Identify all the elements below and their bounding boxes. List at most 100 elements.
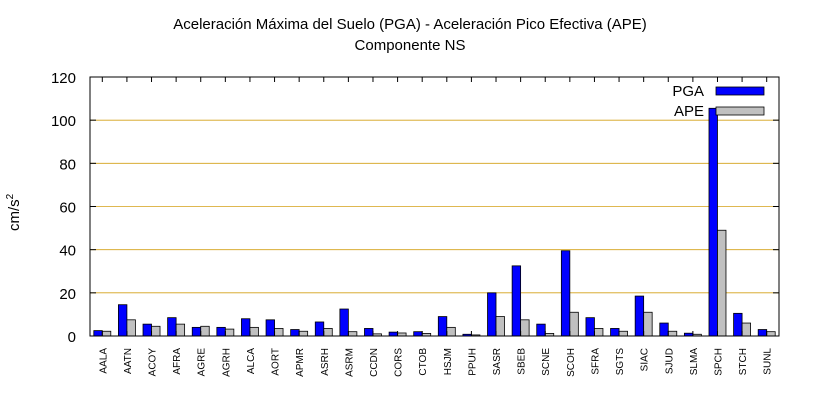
y-tick-label: 80 [59,156,76,173]
y-tick-label: 40 [59,243,76,260]
y-axis-label: cm/s2 [5,193,23,231]
bar-pga-asrh [314,321,325,337]
x-tick-label: SBEB [517,348,528,375]
bar-ape-aala [101,330,112,337]
bar-ape-sfra [594,328,604,337]
bar-ape-ccdn [372,333,382,337]
bar-pga-sgts [610,328,620,337]
x-tick-label: ASRH [320,348,331,376]
bar-pga-acoy [142,323,152,337]
bar-pga-ppuh [462,333,472,337]
bar-ape-alca [249,326,259,337]
x-tick-label: SFRA [590,348,601,375]
x-tick-label: SCNE [541,348,552,376]
x-tick-label: SLMA [689,348,700,376]
bar-pga-siac [634,295,645,337]
svg-text:cm/s2: cm/s2 [5,193,23,231]
x-tick-label: SCOH [566,348,577,377]
bar-pga-spch [708,107,718,337]
bar-ape-asrm [347,331,358,337]
x-tick-label: CCDN [369,348,380,377]
x-tick-label: AGRE [197,348,208,377]
bar-ape-aatn [126,319,136,337]
bar-ape-siac [643,311,653,337]
bar-pga-aatn [118,304,128,337]
x-tick-label: SJUD [664,348,675,374]
x-tick-label: APMR [295,348,306,377]
bar-pga-cors [388,331,398,337]
bar-ape-agrh [224,328,235,337]
plot-frame [89,76,780,337]
bar-ape-asrh [323,328,333,337]
bar-ape-stch [741,322,751,337]
bar-ape-scne [544,333,555,337]
bar-pga-afra [167,317,177,337]
bar-pga-ccdn [364,328,374,337]
bar-ape-ppuh [471,334,481,337]
bar-pga-scoh [560,250,571,337]
x-tick-label: CTOB [418,348,429,376]
x-tick-label: AALA [98,348,109,374]
legend-label-ape: APE [674,103,704,120]
x-tick-label: CORS [394,348,405,377]
bar-ape-apmr [298,330,309,337]
bar-ape-hsjm [446,326,456,337]
x-tick-label: ASRM [344,348,355,377]
bar-pga-hsjm [437,316,448,337]
bar-pga-agrh [216,326,226,337]
bar-ape-ctob [421,333,432,337]
chart-title: Aceleración Máxima del Suelo (PGA) - Ace… [173,16,647,33]
x-tick-label: AATN [123,348,134,374]
bar-ape-aort [274,328,284,337]
x-tick-label: ALCA [246,348,257,374]
bar-pga-sjud [659,322,669,337]
x-tick-label: AORT [271,348,282,376]
y-tick-label: 100 [51,113,76,130]
bar-ape-acoy [151,325,161,337]
bar-ape-afra [175,323,186,337]
x-tick-label: SUNL [763,348,774,375]
bar-pga-agre [191,326,202,337]
x-tick-label: AGRH [221,348,232,377]
bar-ape-sunl [766,331,776,337]
x-tick-label: HSJM [443,348,454,375]
x-tick-label: SGTS [615,348,626,376]
bar-pga-sbeb [511,265,522,337]
bar-pga-sunl [757,329,768,337]
bar-pga-asrm [339,308,349,337]
bar-ape-sasr [495,316,505,337]
bar-pga-ctob [413,331,423,337]
bar-pga-apmr [290,329,300,337]
legend-swatch-ape [715,106,765,116]
x-tick-label: SASR [492,348,503,375]
bar-pga-slma [683,332,694,337]
x-tick-label: SPCH [713,348,724,376]
y-tick-label: 0 [68,329,76,346]
x-tick-label: PPUH [467,348,478,376]
y-tick-label: 60 [59,200,76,217]
bar-pga-sfra [585,317,595,337]
chart-subtitle: Componente NS [354,37,466,54]
bar-ape-sjud [667,330,678,337]
bar-ape-sbeb [520,319,530,337]
bar-pga-alca [241,318,251,337]
x-tick-label: STCH [738,348,749,375]
bar-ape-spch [717,229,727,337]
bar-ape-agre [200,325,210,337]
legend-label-pga: PGA [672,83,704,100]
bar-pga-sasr [487,292,497,337]
bar-ape-cors [397,332,407,337]
x-tick-label: AFRA [172,348,183,375]
y-tick-label: 20 [59,286,76,303]
bar-pga-stch [733,312,743,337]
y-axis-label-superscript: 2 [5,193,16,199]
bar-pga-scne [536,323,546,337]
y-axis-label-unit: cm/s [6,199,23,231]
bar-ape-sgts [618,330,628,337]
bar-ape-slma [692,333,702,337]
x-tick-label: ACOY [148,348,159,377]
y-tick-label: 120 [51,70,76,87]
bar-ape-scoh [569,311,579,337]
